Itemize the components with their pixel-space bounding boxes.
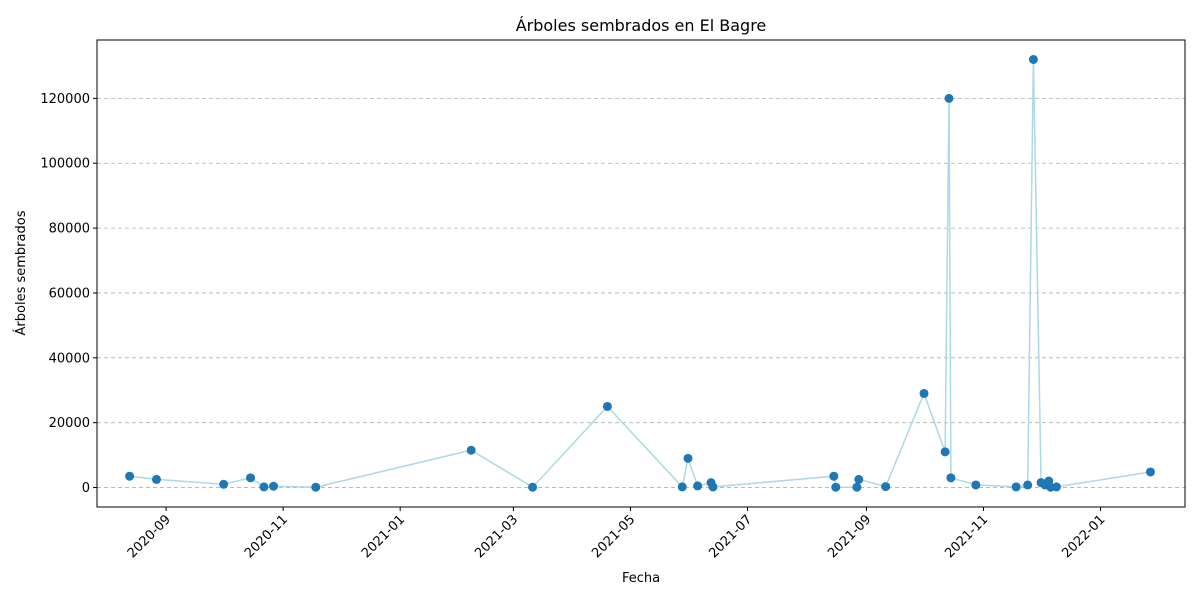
- series-line: [129, 59, 1151, 489]
- data-point: [219, 479, 229, 489]
- data-point: [852, 482, 862, 492]
- x-tick-label: 2021-09: [825, 512, 874, 561]
- data-point: [946, 473, 956, 483]
- y-tick-label: 20000: [49, 416, 90, 431]
- data-point: [151, 474, 161, 484]
- x-axis-label: Fecha: [622, 571, 660, 586]
- x-tick-label: 2021-03: [472, 512, 521, 561]
- data-point: [708, 482, 718, 492]
- x-tick-label: 2020-11: [242, 512, 291, 561]
- y-axis-label: Árboles sembrados: [13, 210, 29, 335]
- data-point: [971, 480, 981, 490]
- data-point: [246, 473, 256, 483]
- data-point: [125, 471, 135, 481]
- data-point: [940, 447, 950, 457]
- data-point: [677, 482, 687, 492]
- data-point: [602, 401, 612, 411]
- y-tick-label: 0: [82, 481, 90, 496]
- data-point: [693, 481, 703, 491]
- x-tick-label: 2022-01: [1059, 512, 1108, 561]
- y-tick-label: 40000: [49, 351, 90, 366]
- x-tick-label: 2020-09: [125, 512, 174, 561]
- data-point: [1051, 482, 1061, 492]
- x-tick-label: 2021-05: [589, 512, 638, 561]
- data-point: [1011, 482, 1021, 492]
- x-tick-label: 2021-01: [359, 512, 408, 561]
- plot-frame: [96, 39, 1186, 508]
- data-point: [1145, 467, 1155, 477]
- data-point: [919, 388, 929, 398]
- y-tick-label: 100000: [40, 157, 90, 172]
- data-point: [259, 482, 269, 492]
- data-point: [466, 445, 476, 455]
- data-point: [829, 471, 839, 481]
- series-layer: [125, 54, 1155, 492]
- data-point: [528, 482, 538, 492]
- y-tick-label: 80000: [49, 222, 90, 237]
- data-point: [269, 481, 279, 491]
- data-point: [311, 482, 321, 492]
- x-tick-label: 2021-11: [942, 512, 991, 561]
- data-point: [831, 482, 841, 492]
- x-tick-label: 2021-07: [706, 512, 755, 561]
- data-point: [1028, 54, 1038, 64]
- data-point: [881, 482, 891, 492]
- data-point: [944, 93, 954, 103]
- data-point: [854, 474, 864, 484]
- y-tick-label: 60000: [49, 286, 90, 301]
- chart-title: Árboles sembrados en El Bagre: [516, 16, 767, 35]
- data-point: [683, 453, 693, 463]
- data-point: [1023, 480, 1033, 490]
- y-tick-label: 120000: [40, 92, 90, 107]
- grid-layer: [97, 97, 1185, 488]
